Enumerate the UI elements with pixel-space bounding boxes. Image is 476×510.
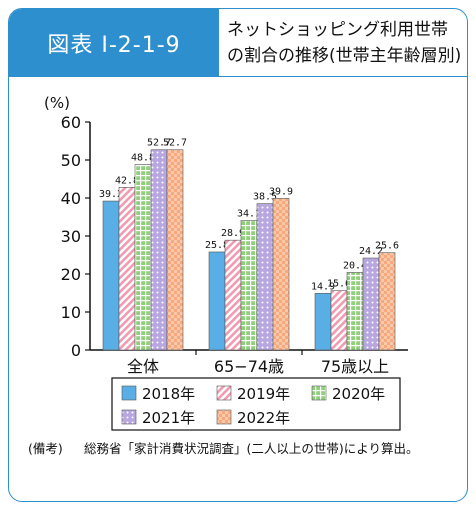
figure-number: 図表 I-2-1-9 — [47, 33, 181, 58]
bar — [166, 149, 184, 351]
legend-label: 2022年 — [237, 409, 290, 427]
y-tick-label: 0 — [71, 341, 81, 360]
bar-value-label: 34.1 — [237, 208, 261, 219]
figure-title: ネットショッピング利用世帯 の割合の推移(世帯主年齢層別) — [219, 9, 467, 77]
legend-label: 2019年 — [237, 385, 290, 403]
legend-label: 2021年 — [142, 409, 195, 427]
y-tick-label: 10 — [61, 303, 81, 322]
bar — [362, 257, 380, 351]
bar-value-label: 25.8 — [205, 240, 229, 251]
bar — [224, 239, 242, 351]
bar — [134, 164, 152, 351]
legend-swatch — [216, 409, 232, 425]
legend-swatch — [121, 409, 137, 425]
bar — [256, 203, 274, 351]
bar — [346, 272, 364, 351]
legend-swatch — [121, 385, 137, 401]
bar — [378, 252, 396, 351]
title-line-1: ネットショッピング利用世帯 — [227, 19, 448, 40]
figure-header: 図表 I-2-1-9 ネットショッピング利用世帯 の割合の推移(世帯主年齢層別) — [9, 9, 467, 77]
bar-value-label: 14.9 — [311, 281, 335, 292]
x-category-label: 75歳以上 — [321, 357, 389, 376]
x-category-label: 65−74歳 — [214, 357, 284, 376]
legend-label: 2020年 — [332, 385, 385, 403]
bar — [272, 198, 290, 351]
legend-box — [111, 377, 401, 431]
x-category-label: 全体 — [127, 357, 159, 376]
note-text: 総務省「家計消費状況調査」(二人以上の世帯)により算出。 — [84, 441, 419, 456]
bar-value-label: 39.9 — [269, 186, 293, 197]
y-tick-label: 20 — [61, 265, 81, 284]
title-line-2: の割合の推移(世帯主年齢層別) — [227, 45, 462, 66]
bar — [330, 290, 348, 351]
y-unit-label: (%) — [44, 94, 70, 112]
bar-value-label: 42.8 — [115, 175, 139, 186]
bar — [102, 200, 120, 351]
y-tick-label: 40 — [61, 189, 81, 208]
y-tick-label: 30 — [61, 227, 81, 246]
bar — [314, 293, 332, 351]
legend-swatch — [216, 385, 232, 401]
legend-label: 2018年 — [142, 385, 195, 403]
bar-value-label: 48.8 — [131, 153, 155, 164]
bar-value-label: 52.7 — [163, 138, 187, 149]
bar — [118, 187, 136, 351]
bar-value-label: 38.5 — [253, 192, 277, 203]
y-tick-label: 60 — [61, 113, 81, 132]
bar-value-label: 28.9 — [221, 228, 245, 239]
bar — [240, 220, 258, 351]
figure-number-tag: 図表 I-2-1-9 — [9, 9, 219, 77]
bar — [208, 251, 226, 351]
bar-value-label: 24.2 — [359, 246, 383, 257]
legend-swatch — [311, 385, 327, 401]
bar-value-label: 52.7 — [147, 138, 171, 149]
y-tick-label: 50 — [61, 151, 81, 170]
note-label: (備考) — [28, 441, 63, 456]
bar-value-label: 20.4 — [343, 260, 367, 271]
bar-value-label: 15.6 — [327, 279, 351, 290]
bar-value-label: 25.6 — [375, 241, 399, 252]
bar — [150, 149, 168, 351]
bar-value-label: 39.2 — [99, 189, 123, 200]
